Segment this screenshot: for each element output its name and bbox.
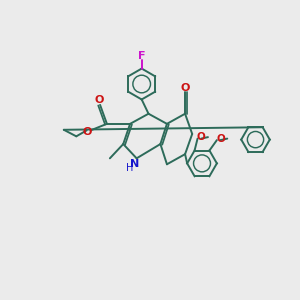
Text: F: F (138, 51, 146, 61)
Text: O: O (216, 134, 225, 144)
Text: O: O (180, 82, 190, 93)
Text: N: N (130, 159, 139, 169)
Text: O: O (82, 127, 92, 137)
Text: O: O (94, 95, 104, 105)
Text: H: H (126, 163, 134, 173)
Text: O: O (197, 132, 206, 142)
